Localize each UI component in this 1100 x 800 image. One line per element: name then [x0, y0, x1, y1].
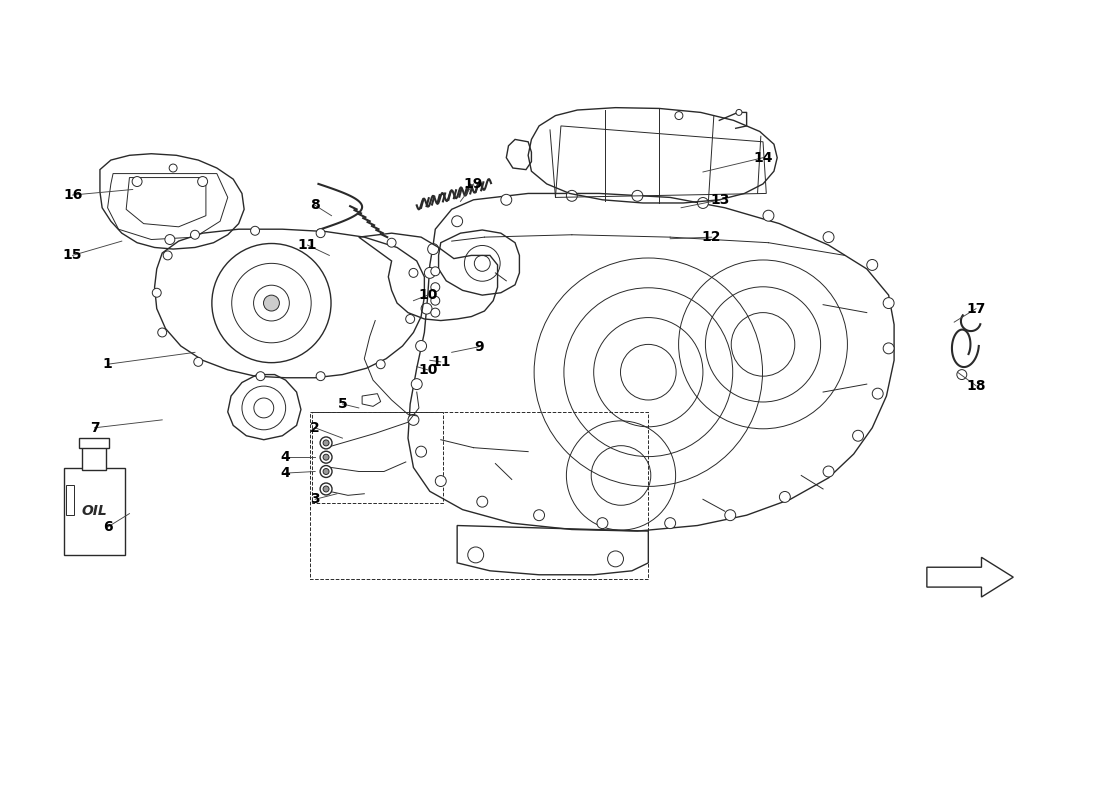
Bar	[82, 446, 106, 470]
Circle shape	[320, 437, 332, 449]
Text: 18: 18	[966, 378, 986, 393]
Text: 3: 3	[310, 492, 320, 506]
Circle shape	[823, 232, 834, 242]
Circle shape	[476, 496, 487, 507]
Circle shape	[387, 238, 396, 247]
Text: 7: 7	[90, 421, 99, 435]
Circle shape	[323, 486, 329, 492]
Circle shape	[169, 164, 177, 172]
Text: 11: 11	[298, 238, 317, 252]
Circle shape	[883, 298, 894, 309]
Circle shape	[431, 308, 440, 317]
Text: 1: 1	[102, 358, 112, 371]
Text: OIL: OIL	[81, 504, 108, 518]
Text: 12: 12	[702, 230, 722, 244]
Circle shape	[452, 216, 463, 226]
Text: 8: 8	[310, 198, 320, 212]
Circle shape	[320, 483, 332, 495]
Circle shape	[264, 295, 279, 311]
Circle shape	[198, 177, 208, 186]
Text: 10: 10	[418, 288, 438, 302]
Bar	[79, 438, 109, 448]
Circle shape	[152, 288, 162, 298]
Circle shape	[597, 518, 608, 529]
Circle shape	[316, 229, 326, 238]
Circle shape	[320, 451, 332, 463]
Text: 2: 2	[310, 421, 320, 435]
Circle shape	[421, 303, 432, 314]
Circle shape	[823, 466, 834, 477]
Circle shape	[736, 110, 743, 115]
Circle shape	[316, 372, 326, 381]
Circle shape	[872, 388, 883, 399]
Circle shape	[566, 190, 578, 202]
Circle shape	[431, 267, 440, 276]
Text: 15: 15	[63, 249, 82, 262]
Circle shape	[416, 446, 427, 457]
Circle shape	[256, 372, 265, 381]
Circle shape	[323, 454, 329, 460]
Text: 5: 5	[338, 397, 348, 411]
Circle shape	[428, 243, 439, 254]
Circle shape	[867, 259, 878, 270]
Text: 11: 11	[431, 355, 451, 369]
Text: 13: 13	[711, 193, 730, 206]
Bar	[312, 412, 443, 503]
Circle shape	[675, 112, 683, 119]
Text: 6: 6	[102, 520, 112, 534]
Circle shape	[763, 210, 774, 221]
Circle shape	[157, 328, 167, 337]
Circle shape	[323, 440, 329, 446]
Circle shape	[408, 414, 419, 426]
Circle shape	[165, 234, 175, 245]
Circle shape	[852, 430, 864, 442]
Circle shape	[406, 314, 415, 323]
Text: 4: 4	[280, 466, 290, 480]
Circle shape	[190, 230, 199, 239]
Circle shape	[697, 198, 708, 209]
Circle shape	[534, 510, 544, 521]
Circle shape	[631, 190, 642, 202]
Circle shape	[431, 282, 440, 292]
Circle shape	[376, 360, 385, 369]
Circle shape	[411, 378, 422, 390]
Circle shape	[664, 518, 675, 529]
Text: 16: 16	[63, 188, 82, 202]
Text: 10: 10	[418, 363, 438, 377]
Circle shape	[500, 194, 512, 206]
Circle shape	[132, 177, 142, 186]
Circle shape	[323, 469, 329, 474]
Circle shape	[163, 251, 172, 260]
Circle shape	[409, 269, 418, 278]
Circle shape	[251, 226, 260, 235]
Text: 14: 14	[754, 150, 773, 165]
Circle shape	[436, 475, 447, 486]
Circle shape	[883, 343, 894, 354]
Circle shape	[425, 267, 436, 278]
Circle shape	[957, 370, 967, 379]
Text: 9: 9	[474, 340, 484, 354]
Circle shape	[431, 296, 440, 305]
Text: 17: 17	[966, 302, 986, 316]
Bar	[64, 467, 125, 555]
Text: 4: 4	[280, 450, 290, 464]
Circle shape	[194, 358, 202, 366]
Circle shape	[780, 491, 790, 502]
Text: 19: 19	[464, 177, 483, 191]
Circle shape	[320, 466, 332, 478]
Circle shape	[725, 510, 736, 521]
Bar	[66, 486, 74, 515]
Circle shape	[416, 341, 427, 351]
